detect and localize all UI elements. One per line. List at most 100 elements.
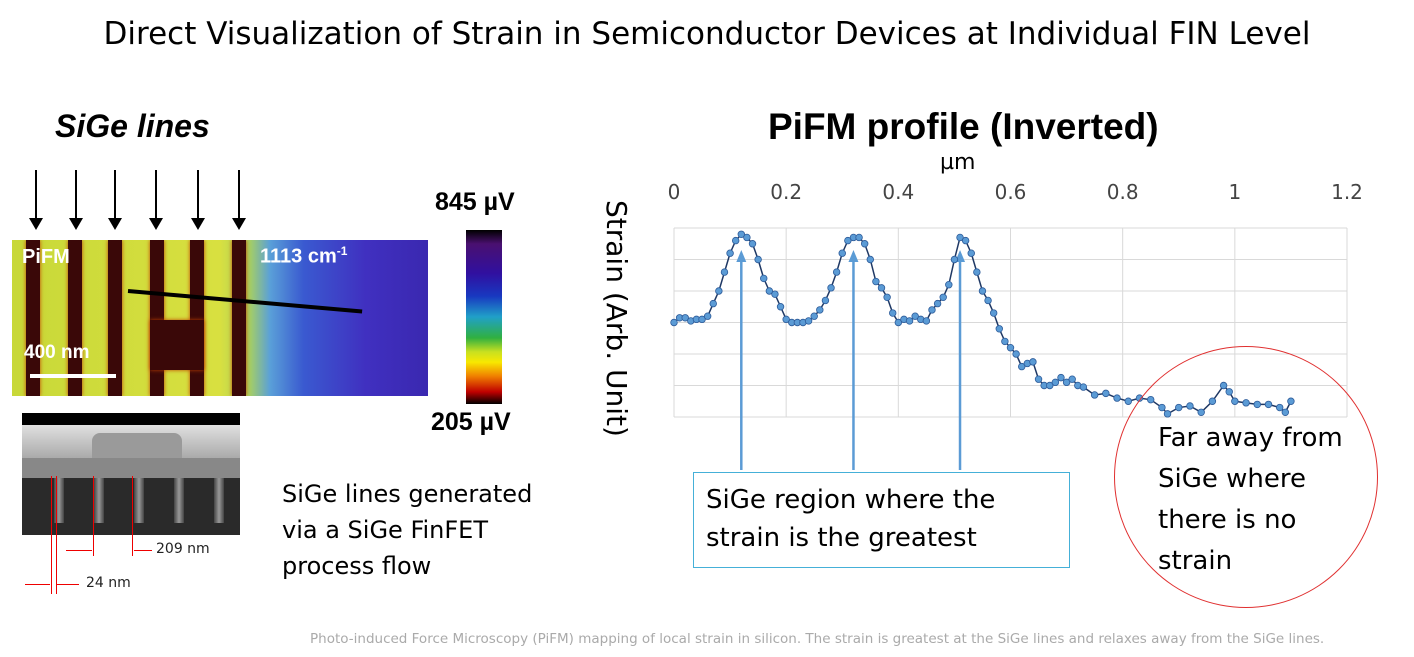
data-point — [973, 268, 981, 276]
arrow-head-icon — [736, 250, 747, 262]
data-point — [911, 312, 919, 320]
data-point — [1102, 389, 1110, 398]
data-point — [1124, 397, 1132, 405]
colorbar-min-label: 205 µV — [431, 408, 511, 436]
x-tick-label: 0.8 — [1106, 180, 1139, 204]
data-point — [720, 268, 729, 276]
x-tick-label: 1 — [1228, 180, 1242, 204]
data-point — [1046, 381, 1054, 390]
slide-title: Direct Visualization of Strain in Semico… — [103, 16, 1311, 52]
down-arrow-icon — [69, 170, 83, 230]
data-point — [771, 290, 779, 298]
chart-title: PiFM profile (Inverted) — [768, 106, 1159, 147]
x-tick-label: 0.2 — [770, 180, 803, 204]
caption: Photo-induced Force Microscopy (PiFM) ma… — [310, 631, 1325, 647]
data-point — [1034, 375, 1043, 383]
data-point — [1057, 373, 1065, 382]
x-tick-label: 0.4 — [882, 180, 915, 204]
no-strain-circle — [1114, 346, 1378, 608]
x-tick-label: 1.2 — [1331, 180, 1363, 204]
data-point — [737, 230, 745, 238]
pifm-label: PiFM — [22, 246, 70, 268]
data-point — [1113, 394, 1121, 402]
data-point — [782, 315, 790, 324]
data-point — [754, 255, 762, 264]
data-point — [1051, 378, 1060, 387]
x-tick-label: 0 — [667, 180, 681, 204]
data-point — [670, 318, 678, 327]
data-point — [1068, 375, 1076, 383]
data-point — [810, 312, 818, 320]
data-point — [933, 299, 942, 308]
callout-no-strain: Far away from SiGe where there is no str… — [1158, 423, 1343, 576]
data-point — [984, 296, 992, 305]
dimension-arrow-icon — [57, 584, 79, 585]
data-point — [967, 249, 975, 257]
data-point — [939, 293, 947, 301]
data-point — [726, 249, 734, 257]
data-point — [956, 233, 964, 242]
data-point — [821, 296, 830, 305]
scale-bar — [30, 374, 116, 378]
data-point — [855, 233, 863, 242]
colorbar-max-label: 845 µV — [435, 188, 515, 216]
data-point — [894, 318, 903, 327]
data-point — [905, 317, 914, 325]
wavenumber-value: 1113 cm — [260, 245, 337, 268]
data-point — [715, 287, 723, 295]
down-arrow-icon — [232, 170, 246, 230]
pitch-dimension-label: 209 nm — [156, 541, 210, 557]
data-point — [889, 309, 897, 317]
data-point — [945, 281, 953, 289]
dimension-arrow-icon — [25, 584, 50, 585]
down-arrow-icon — [29, 170, 43, 230]
data-point — [961, 236, 970, 245]
data-point — [681, 314, 689, 322]
data-point — [883, 293, 891, 301]
data-point — [698, 315, 706, 324]
data-point — [731, 236, 740, 245]
data-point — [765, 287, 774, 295]
data-point — [1090, 391, 1099, 399]
data-point — [832, 268, 841, 276]
data-point — [816, 306, 824, 314]
x-axis-label: µm — [940, 150, 976, 175]
dimension-arrow-icon — [134, 550, 152, 551]
data-point — [928, 306, 936, 314]
data-point — [989, 309, 998, 317]
data-point — [838, 249, 846, 257]
wavenumber-exponent: -1 — [336, 244, 348, 258]
data-point — [1062, 378, 1071, 387]
dimension-line — [93, 476, 94, 556]
data-point — [804, 317, 813, 325]
callout-greatest-strain: SiGe region where the strain is the grea… — [693, 472, 1070, 568]
wavenumber-label: 1113 cm-1 — [260, 244, 347, 269]
sige-note: SiGe lines generated via a SiGe FinFET p… — [282, 480, 533, 580]
dimension-arrow-icon — [66, 550, 92, 551]
down-arrow-icon — [191, 170, 205, 230]
data-point — [1079, 383, 1088, 391]
data-point — [760, 274, 768, 283]
x-tick-label: 0.6 — [994, 180, 1027, 204]
scale-bar-label: 400 nm — [24, 342, 90, 363]
colorbar — [466, 230, 502, 404]
fin-width-label: 24 nm — [86, 575, 131, 591]
y-axis-label: Strain (Arb. Unit) — [600, 200, 633, 437]
data-point — [1006, 344, 1015, 352]
data-point — [1029, 358, 1037, 366]
data-point — [844, 236, 852, 245]
data-point — [860, 240, 869, 248]
data-point — [776, 303, 785, 311]
down-arrow-icon — [108, 170, 122, 230]
dimension-line — [132, 476, 133, 556]
pifm-map-image — [12, 240, 428, 396]
sem-cross-section-image — [22, 413, 240, 535]
data-point — [743, 233, 751, 242]
data-point — [1018, 362, 1026, 371]
data-point — [950, 255, 959, 264]
data-point — [703, 312, 712, 320]
data-point — [827, 284, 835, 292]
dimension-line — [51, 476, 52, 594]
sige-lines-heading: SiGe lines — [55, 108, 210, 144]
